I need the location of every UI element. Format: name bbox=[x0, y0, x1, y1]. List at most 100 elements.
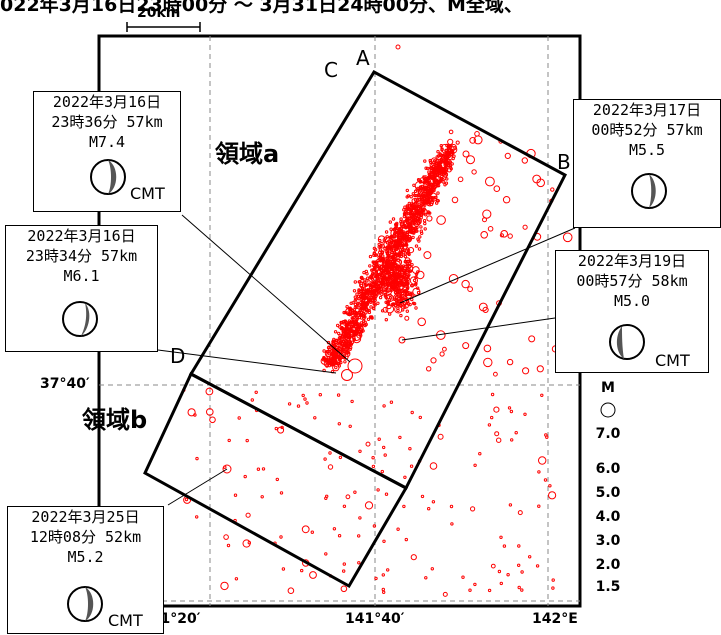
epicenter-dot bbox=[398, 283, 402, 288]
epicenter-dot bbox=[348, 424, 352, 428]
epicenter-dot bbox=[504, 152, 511, 159]
epicenter-dot bbox=[430, 567, 434, 571]
epicenter-dot bbox=[394, 295, 399, 299]
epicenter-dot bbox=[382, 539, 386, 543]
epicenter-dot bbox=[365, 290, 369, 294]
epicenter-dot bbox=[394, 243, 398, 248]
epicenter-dot bbox=[462, 342, 470, 350]
epicenter-dot bbox=[496, 437, 502, 443]
epicenter-dot bbox=[354, 312, 359, 316]
epicenter-dot bbox=[419, 194, 430, 204]
epicenter-dot bbox=[402, 286, 409, 293]
epicenter-dot bbox=[380, 250, 385, 254]
epicenter-dot bbox=[380, 292, 384, 296]
epicenter-dot bbox=[404, 209, 415, 220]
epicenter-dot bbox=[360, 300, 365, 304]
legend-level: 4.0 bbox=[595, 509, 621, 525]
epicenter-dot bbox=[423, 190, 427, 194]
epicenter-dot bbox=[434, 159, 438, 163]
epicenter-dot bbox=[392, 251, 397, 255]
epicenter-dot bbox=[482, 306, 489, 313]
epicenter-dot bbox=[425, 166, 430, 171]
epicenter-dot bbox=[340, 585, 348, 593]
epicenter-dot bbox=[429, 462, 438, 470]
epicenter-dot bbox=[342, 569, 346, 573]
epicenter-dot bbox=[366, 317, 371, 321]
epicenter-dot bbox=[520, 570, 524, 574]
epicenter-dot bbox=[359, 300, 363, 305]
epicenter-dot bbox=[358, 449, 362, 453]
epicenter-dot bbox=[357, 534, 361, 538]
epicenter-dot bbox=[354, 320, 358, 324]
legend-spacer bbox=[588, 501, 628, 509]
epicenter-dot bbox=[409, 276, 418, 285]
epicenter-dot bbox=[254, 390, 258, 394]
epicenter-dot bbox=[336, 393, 341, 397]
epicenter-dot bbox=[543, 478, 548, 482]
epicenter-dot bbox=[416, 186, 420, 191]
epicenter-dot bbox=[471, 169, 477, 175]
epicenter-dot bbox=[324, 496, 328, 500]
epicenter-dot bbox=[360, 308, 365, 313]
epicenter-dot bbox=[260, 495, 264, 499]
epicenter-dot bbox=[400, 267, 404, 272]
epicenter-dot bbox=[435, 155, 439, 159]
epicenter-dot bbox=[448, 163, 452, 168]
epicenter-dot bbox=[416, 219, 422, 225]
epicenter-dot bbox=[403, 289, 407, 294]
epicenter-dot bbox=[444, 169, 448, 173]
epicenter-dot bbox=[408, 302, 412, 307]
epicenter-dot bbox=[377, 255, 381, 260]
epicenter-dot bbox=[305, 401, 309, 405]
epicenter-dot bbox=[462, 150, 470, 158]
epicenter-dot bbox=[355, 305, 359, 309]
epicenter-dot bbox=[433, 166, 437, 171]
epicenter-dot bbox=[499, 581, 503, 586]
epicenter-dot bbox=[348, 307, 353, 312]
epicenter-dot bbox=[388, 220, 392, 224]
epicenter-dot bbox=[342, 504, 347, 508]
epicenter-dot bbox=[334, 359, 338, 363]
epicenter-dot bbox=[360, 286, 365, 290]
epicenter-dot bbox=[360, 312, 366, 318]
epicenter-dot bbox=[330, 358, 334, 362]
epicenter-dot bbox=[449, 504, 454, 509]
epicenter-dot bbox=[528, 335, 536, 343]
epicenter-dot bbox=[393, 293, 403, 303]
epicenter-dot bbox=[509, 409, 514, 414]
epicenter-dot bbox=[310, 530, 314, 534]
epicenter-dot bbox=[399, 217, 403, 221]
epicenter-dot bbox=[427, 507, 431, 511]
epicenter-dot bbox=[417, 317, 427, 327]
epicenter-dot bbox=[404, 242, 408, 246]
epicenter-dot bbox=[391, 248, 396, 252]
epicenter-dot bbox=[349, 345, 353, 350]
epicenter-dot bbox=[411, 266, 420, 274]
callout-m52: 2022年3月25日 12時08分 52km M5.2 CMT bbox=[7, 506, 164, 634]
epicenter-dot bbox=[428, 158, 432, 163]
map-title: 022年3月16日23時00分 〜 3月31日24時00分、M全域、 bbox=[0, 0, 523, 16]
epicenter-dot bbox=[425, 193, 429, 198]
focal-mechanism-icon bbox=[67, 586, 103, 622]
epicenter-dot bbox=[432, 196, 436, 200]
epicenter-dot bbox=[237, 416, 241, 420]
epicenter-dot bbox=[396, 306, 400, 310]
epicenter-dot bbox=[393, 264, 397, 268]
epicenter-dot bbox=[517, 510, 523, 516]
epicenter-dot bbox=[336, 353, 340, 357]
epicenter-dot bbox=[287, 402, 292, 406]
epicenter-dot bbox=[490, 563, 496, 569]
epicenter-dot bbox=[361, 314, 366, 318]
epicenter-dot bbox=[431, 500, 436, 504]
epicenter-dot bbox=[391, 241, 396, 245]
epicenter-dot bbox=[226, 543, 231, 548]
epicenter-dot bbox=[401, 224, 406, 228]
epicenter-dot bbox=[341, 369, 353, 381]
epicenter-dot bbox=[431, 170, 436, 175]
epicenter-dot bbox=[389, 234, 394, 239]
epicenter-dot bbox=[387, 239, 391, 244]
region-a-label: 領域a bbox=[215, 140, 280, 168]
corner-d: D bbox=[170, 344, 186, 368]
epicenter-dot bbox=[537, 504, 541, 508]
epicenter-dot bbox=[337, 357, 342, 362]
